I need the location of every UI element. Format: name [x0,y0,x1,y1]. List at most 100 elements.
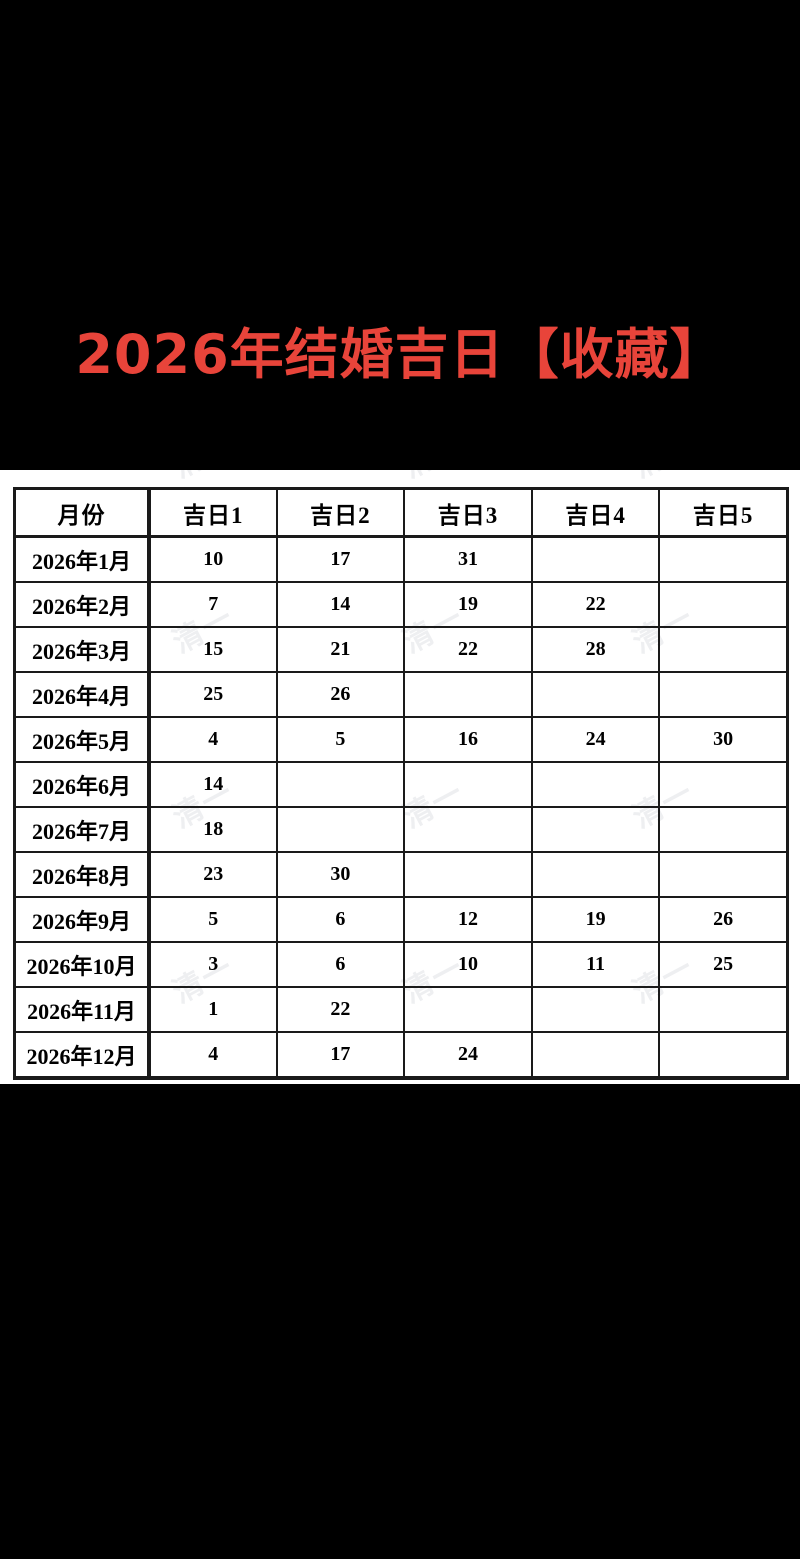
table-row: 2026年6月 14 [14,761,788,808]
cell-day-4: 24 [530,716,661,763]
cell-day-5: 26 [658,896,788,943]
title-banner: 2026年结婚吉日【收藏】 [0,300,800,410]
cell-day-5: 25 [658,941,788,988]
watermark-text: 清一 [623,470,700,486]
table-row: 2026年3月 15 21 22 28 [14,626,788,673]
cell-day-3 [403,806,533,853]
cell-day-5 [658,761,788,808]
column-header-day-3: 吉日3 [403,488,533,538]
cell-month: 2026年10月 [14,941,151,988]
cell-day-2: 17 [275,535,406,583]
table-row: 2026年12月 4 17 24 [14,1031,788,1079]
cell-month: 2026年9月 [14,896,151,943]
watermark-text: 清一 [0,774,11,836]
cell-month: 2026年6月 [14,761,151,808]
cell-day-2: 14 [275,581,406,628]
cell-day-1: 10 [148,535,278,583]
table-header: 月份 吉日1 吉日2 吉日3 吉日4 吉日5 [14,488,788,538]
column-header-month: 月份 [14,488,151,538]
cell-month: 2026年11月 [14,986,151,1033]
cell-day-4 [530,1031,661,1079]
cell-day-3: 31 [403,535,533,583]
cell-day-3: 12 [403,896,533,943]
auspicious-dates-table-wrap: 月份 吉日1 吉日2 吉日3 吉日4 吉日5 2026年1月 10 17 31 [13,487,789,1080]
table-row: 2026年8月 23 30 [14,851,788,898]
cell-month: 2026年12月 [14,1031,151,1079]
cell-month: 2026年3月 [14,626,151,673]
cell-day-5 [658,986,788,1033]
cell-day-3 [403,671,533,718]
cell-day-5 [658,535,788,583]
watermark-text: 清一 [163,470,240,486]
table-header-row: 月份 吉日1 吉日2 吉日3 吉日4 吉日5 [14,488,788,538]
column-header-day-5: 吉日5 [658,488,788,538]
cell-day-2: 21 [275,626,406,673]
cell-day-4: 28 [530,626,661,673]
cell-day-1: 7 [148,581,278,628]
cell-day-5 [658,806,788,853]
cell-month: 2026年7月 [14,806,151,853]
cell-day-4: 22 [530,581,661,628]
cell-month: 2026年5月 [14,716,151,763]
watermark-text: 清一 [0,599,11,661]
table-row: 2026年4月 25 26 [14,671,788,718]
watermark-text: 清一 [0,470,11,486]
table-row: 2026年2月 7 14 19 22 [14,581,788,628]
auspicious-dates-table: 月份 吉日1 吉日2 吉日3 吉日4 吉日5 2026年1月 10 17 31 [13,487,789,1080]
cell-month: 2026年4月 [14,671,151,718]
cell-day-3: 10 [403,941,533,988]
cell-day-2: 6 [275,941,406,988]
cell-day-4: 19 [530,896,661,943]
cell-day-5 [658,851,788,898]
cell-day-1: 18 [148,806,278,853]
cell-day-4 [530,851,661,898]
cell-day-3: 19 [403,581,533,628]
cell-day-2: 30 [275,851,406,898]
table-row: 2026年10月 3 6 10 11 25 [14,941,788,988]
cell-day-5 [658,581,788,628]
cell-day-2 [275,806,406,853]
column-header-day-4: 吉日4 [530,488,661,538]
cell-day-1: 4 [148,1031,278,1079]
cell-day-3: 22 [403,626,533,673]
cell-day-2 [275,761,406,808]
column-header-day-1: 吉日1 [148,488,278,538]
cell-day-2: 5 [275,716,406,763]
cell-day-5 [658,626,788,673]
cell-day-2: 26 [275,671,406,718]
watermark-text: 清一 [393,470,470,486]
table-panel: 清一清一清一清一清一清一清一清一清一清一清一清一清一清一清一清一 月份 吉日1 … [0,470,800,1084]
cell-day-3: 24 [403,1031,533,1079]
cell-day-2: 17 [275,1031,406,1079]
cell-day-4 [530,761,661,808]
cell-day-1: 14 [148,761,278,808]
cell-day-1: 23 [148,851,278,898]
cell-day-3 [403,986,533,1033]
table-row: 2026年9月 5 6 12 19 26 [14,896,788,943]
cell-day-1: 15 [148,626,278,673]
cell-day-1: 5 [148,896,278,943]
cell-day-4 [530,986,661,1033]
cell-day-4 [530,806,661,853]
cell-day-1: 1 [148,986,278,1033]
page-title: 2026年结婚吉日【收藏】 [75,323,725,387]
cell-day-2: 6 [275,896,406,943]
cell-month: 2026年2月 [14,581,151,628]
cell-day-3 [403,851,533,898]
cell-day-5 [658,671,788,718]
cell-day-2: 22 [275,986,406,1033]
table-body: 2026年1月 10 17 31 2026年2月 7 14 19 22 [14,535,788,1079]
cell-day-4 [530,671,661,718]
watermark-text: 清一 [0,949,11,1011]
cell-day-5 [658,1031,788,1079]
cell-month: 2026年8月 [14,851,151,898]
table-row: 2026年11月 1 22 [14,986,788,1033]
cell-day-5: 30 [658,716,788,763]
cell-month: 2026年1月 [14,535,151,583]
cell-day-1: 3 [148,941,278,988]
table-row: 2026年1月 10 17 31 [14,535,788,583]
table-row: 2026年5月 4 5 16 24 30 [14,716,788,763]
table-row: 2026年7月 18 [14,806,788,853]
cell-day-3 [403,761,533,808]
